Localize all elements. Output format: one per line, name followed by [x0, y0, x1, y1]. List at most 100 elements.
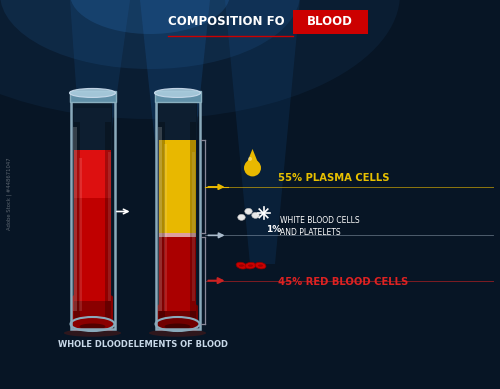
Bar: [0, 226, 500, 230]
Bar: [0, 241, 500, 245]
Polygon shape: [140, 0, 210, 239]
Bar: [0, 288, 500, 292]
Text: BLOOD: BLOOD: [307, 15, 353, 28]
Bar: [105, 122, 111, 317]
Bar: [0, 23, 500, 27]
Bar: [0, 171, 500, 175]
Bar: [0, 222, 500, 226]
Bar: [0, 292, 500, 296]
Ellipse shape: [64, 329, 121, 337]
Bar: [0, 82, 500, 86]
Bar: [0, 16, 500, 19]
Bar: [0, 280, 500, 284]
Bar: [0, 183, 500, 187]
Bar: [0, 335, 500, 338]
Bar: [0, 124, 500, 128]
Ellipse shape: [0, 0, 400, 119]
Bar: [0, 148, 500, 152]
Bar: [0, 187, 500, 191]
Bar: [0, 323, 500, 327]
Bar: [0, 117, 500, 121]
Bar: [0, 93, 500, 97]
Bar: [0, 331, 500, 335]
Bar: [0, 39, 500, 43]
Bar: [0, 385, 500, 389]
FancyBboxPatch shape: [157, 305, 198, 331]
Bar: [0, 272, 500, 276]
Ellipse shape: [164, 324, 190, 329]
Bar: [0, 381, 500, 385]
Ellipse shape: [149, 329, 206, 337]
Text: 1%: 1%: [266, 225, 282, 234]
Bar: [0, 210, 500, 214]
Bar: [0, 136, 500, 140]
Bar: [0, 113, 500, 117]
Bar: [159, 237, 196, 310]
Bar: [0, 101, 500, 105]
Text: WHOLE DLOOD: WHOLE DLOOD: [58, 340, 128, 349]
Bar: [0, 43, 500, 47]
Bar: [0, 27, 500, 31]
Bar: [0, 214, 500, 218]
Bar: [159, 233, 196, 237]
Bar: [0, 198, 500, 202]
Ellipse shape: [239, 265, 244, 267]
Ellipse shape: [245, 209, 252, 214]
Bar: [0, 191, 500, 194]
Bar: [0, 140, 500, 144]
Bar: [0, 342, 500, 346]
Bar: [0, 89, 500, 93]
Bar: [0, 253, 500, 257]
Bar: [0, 31, 500, 35]
Bar: [0, 202, 500, 206]
Bar: [0, 338, 500, 342]
Bar: [0, 315, 500, 319]
Bar: [0, 327, 500, 331]
Bar: [0, 156, 500, 159]
Ellipse shape: [255, 262, 266, 269]
Bar: [192, 152, 196, 301]
Bar: [72, 126, 76, 310]
Bar: [0, 109, 500, 113]
Bar: [0, 307, 500, 311]
Bar: [0, 194, 500, 198]
Polygon shape: [246, 149, 258, 164]
Bar: [0, 128, 500, 132]
Bar: [190, 122, 196, 317]
Ellipse shape: [70, 88, 116, 98]
Bar: [0, 276, 500, 280]
Bar: [0, 97, 500, 101]
Bar: [0, 144, 500, 148]
Ellipse shape: [258, 265, 263, 267]
Bar: [0, 245, 500, 249]
Bar: [159, 133, 196, 233]
FancyBboxPatch shape: [72, 295, 113, 331]
Bar: [0, 350, 500, 354]
Bar: [0, 303, 500, 307]
Bar: [0, 358, 500, 362]
Bar: [0, 265, 500, 268]
Bar: [0, 175, 500, 179]
Bar: [74, 122, 80, 317]
Text: 45% RED BLOOD CELLS: 45% RED BLOOD CELLS: [278, 277, 408, 287]
Bar: [0, 249, 500, 253]
Bar: [159, 122, 165, 317]
Bar: [0, 206, 500, 210]
Bar: [0, 261, 500, 265]
Bar: [154, 91, 200, 102]
Bar: [0, 237, 500, 241]
Circle shape: [244, 159, 261, 177]
Bar: [79, 158, 82, 310]
Bar: [70, 99, 115, 329]
Bar: [0, 4, 500, 8]
Ellipse shape: [0, 0, 300, 69]
Polygon shape: [225, 0, 300, 264]
Bar: [164, 144, 166, 310]
Ellipse shape: [252, 212, 259, 218]
Bar: [0, 47, 500, 51]
Bar: [0, 62, 500, 66]
Bar: [0, 296, 500, 300]
Bar: [0, 66, 500, 70]
Ellipse shape: [245, 262, 256, 269]
Bar: [0, 377, 500, 381]
